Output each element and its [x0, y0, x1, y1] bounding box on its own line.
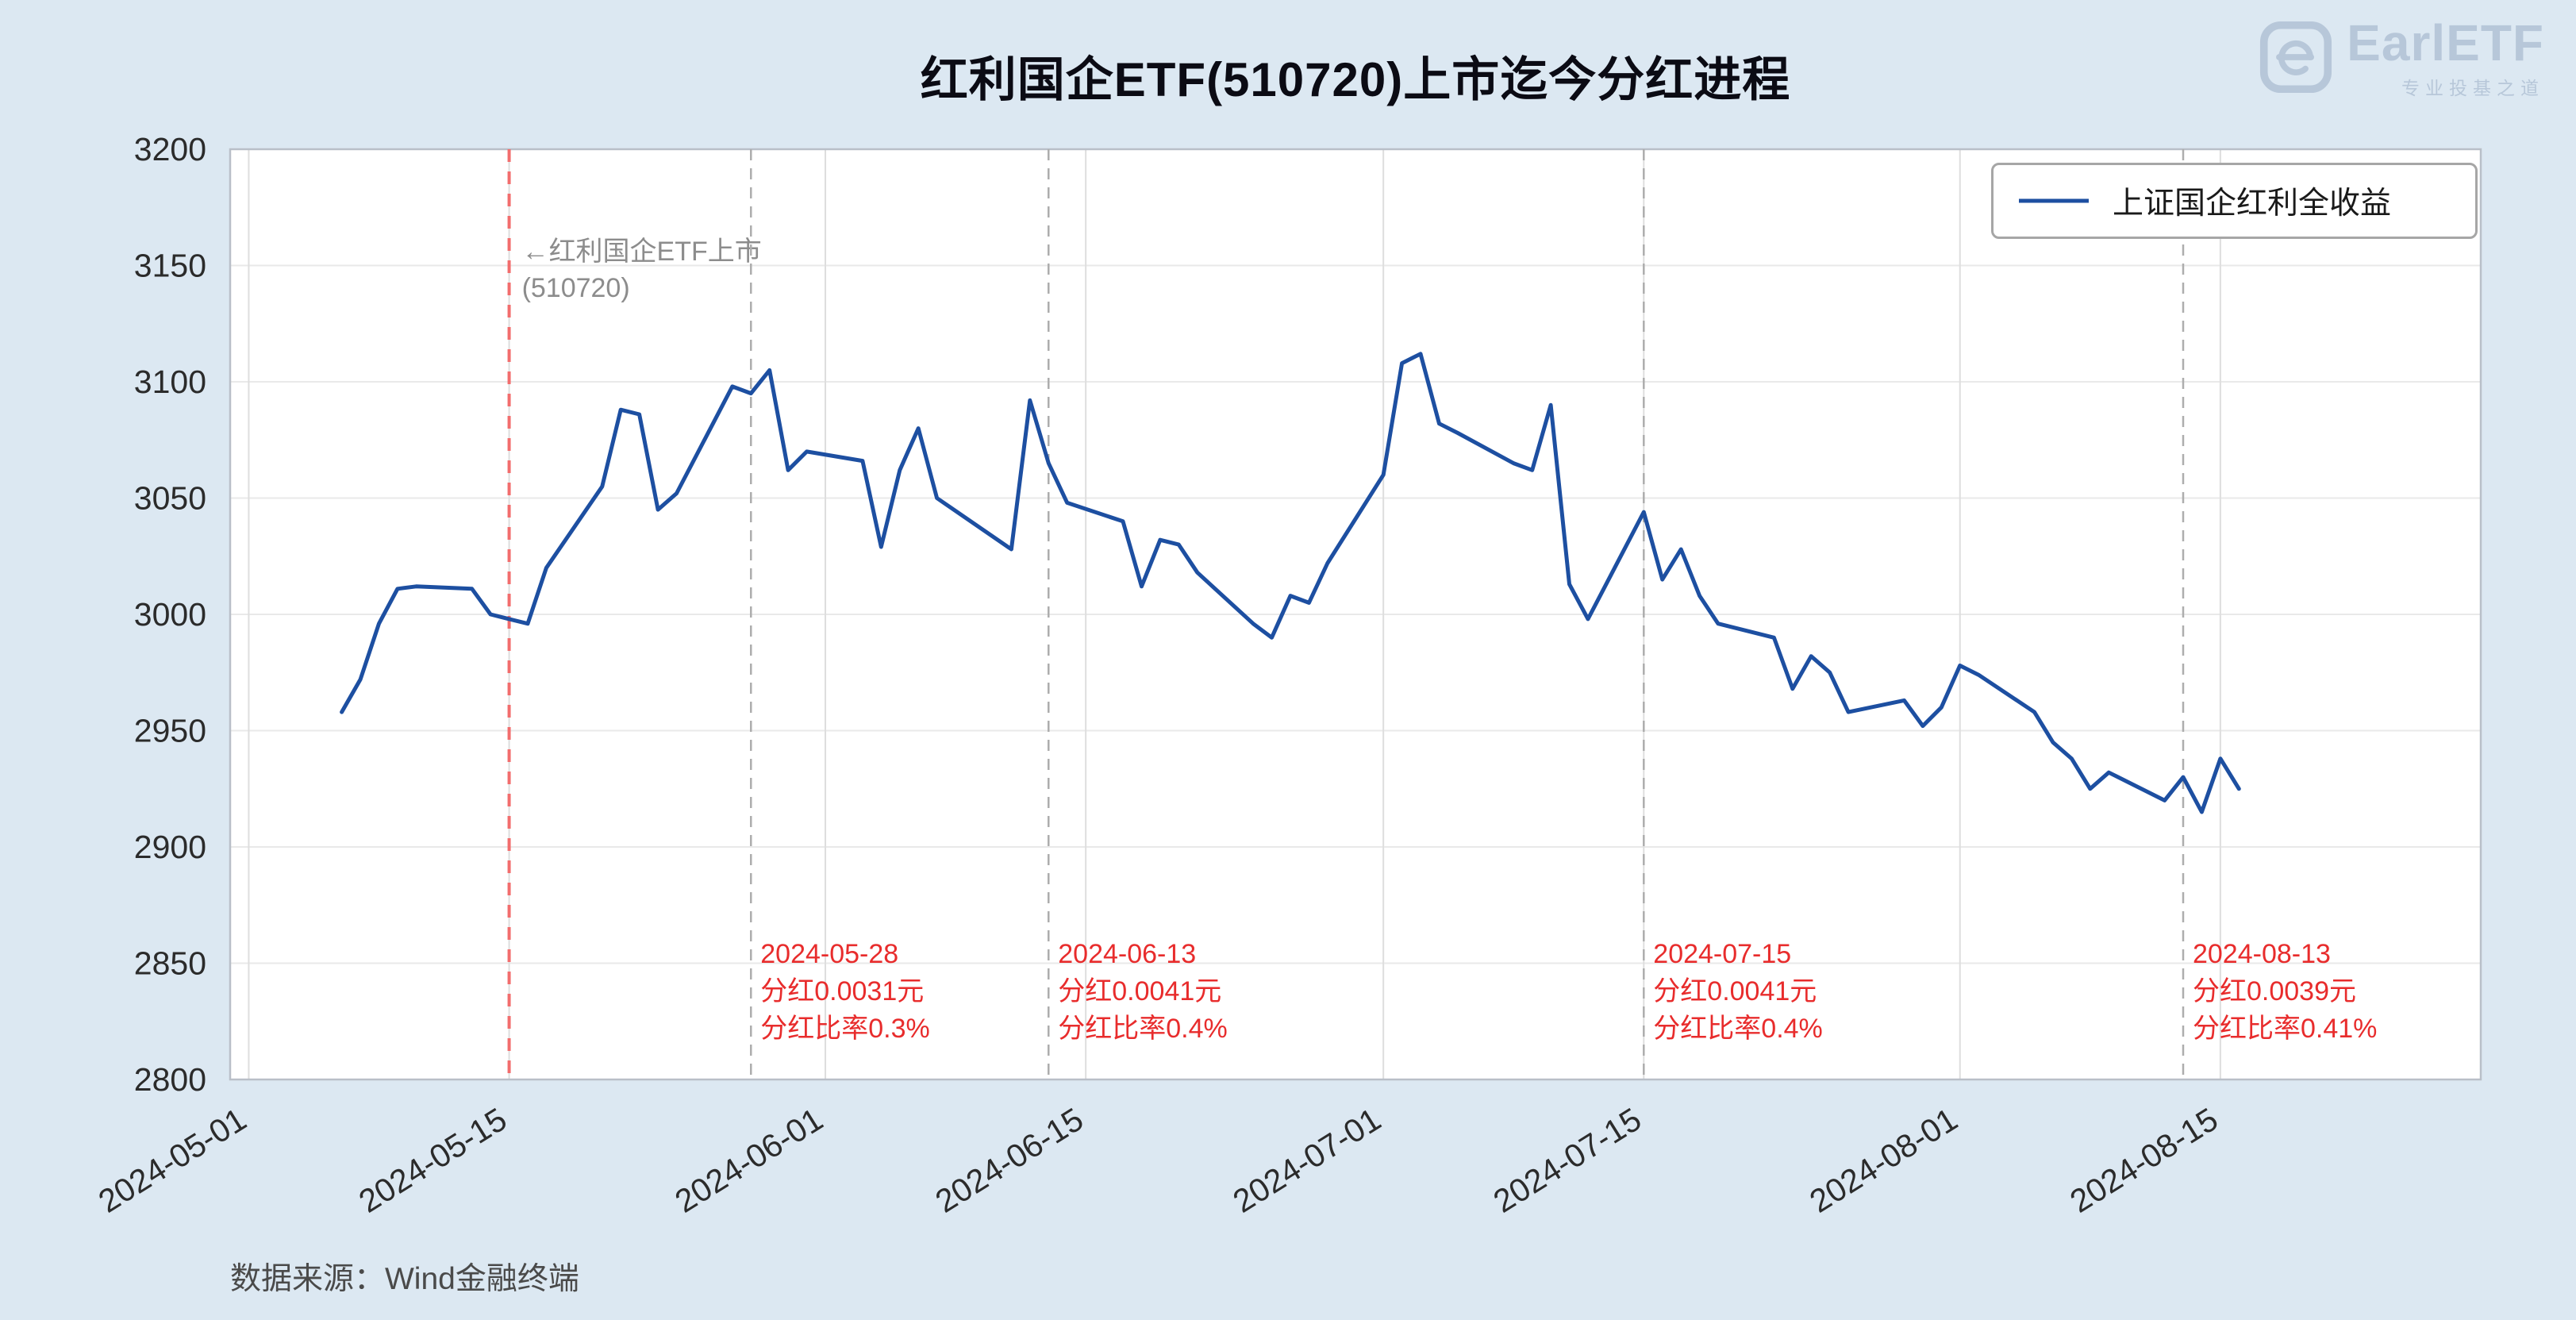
data-source-note: 数据来源：Wind金融终端 — [230, 1262, 579, 1296]
x-tick-label: 2024-07-01 — [1227, 1101, 1387, 1220]
dividend-marker-label: 分红0.0041元 — [1058, 976, 1221, 1006]
dividend-marker-label: 分红0.0039元 — [2193, 976, 2356, 1006]
dividend-marker-label: 分红比率0.4% — [1058, 1014, 1228, 1044]
y-tick-label: 2950 — [134, 713, 206, 749]
dividend-marker-label: 2024-06-13 — [1058, 939, 1196, 969]
listing-marker-label: ←红利国企ETF上市 — [522, 237, 762, 267]
chart-title: 红利国企ETF(510720)上市迄今分红进程 — [920, 53, 1791, 106]
listing-marker-label: (510720) — [522, 273, 630, 303]
legend: 上证国企红利全收益 — [1991, 163, 2478, 239]
x-tick-label: 2024-05-15 — [352, 1101, 513, 1220]
dividend-marker-label: 2024-05-28 — [760, 939, 898, 969]
earletf-logo: EarlETF 专业投基之道 — [2259, 17, 2544, 100]
logo-tagline: 专业投基之道 — [2401, 78, 2544, 98]
y-tick-label: 3150 — [134, 248, 206, 284]
dividend-marker-label: 分红0.0031元 — [760, 976, 924, 1006]
series-line — [340, 352, 2241, 814]
earletf-logo-icon — [2259, 21, 2332, 98]
legend-line-sample — [2017, 194, 2090, 208]
dividend-marker-label: 分红比率0.3% — [760, 1014, 929, 1044]
x-tick-label: 2024-07-15 — [1487, 1101, 1647, 1220]
dividend-marker-label: 2024-07-15 — [1653, 939, 1791, 969]
dividend-marker-label: 分红0.0041元 — [1653, 976, 1817, 1006]
dividend-marker-label: 分红比率0.4% — [1653, 1014, 1823, 1044]
y-tick-label: 3200 — [134, 131, 206, 167]
y-tick-label: 3050 — [134, 480, 206, 517]
x-tick-label: 2024-06-01 — [669, 1101, 829, 1220]
y-tick-label: 2800 — [134, 1061, 206, 1098]
logo-name: EarlETF — [2347, 14, 2544, 71]
dividend-marker-label: 分红比率0.41% — [2193, 1014, 2377, 1044]
plot-frame — [229, 148, 2482, 1081]
y-tick-label: 2900 — [134, 829, 206, 865]
x-tick-label: 2024-08-15 — [2063, 1101, 2224, 1220]
x-tick-label: 2024-08-01 — [1803, 1101, 1963, 1220]
x-tick-label: 2024-06-15 — [929, 1101, 1090, 1220]
dividend-marker-label: 2024-08-13 — [2193, 939, 2331, 969]
y-tick-label: 3100 — [134, 364, 206, 400]
x-tick-label: 2024-05-01 — [92, 1101, 252, 1220]
y-tick-label: 3000 — [134, 596, 206, 633]
y-tick-label: 2850 — [134, 945, 206, 982]
legend-label: 上证国企红利全收益 — [2113, 187, 2392, 221]
